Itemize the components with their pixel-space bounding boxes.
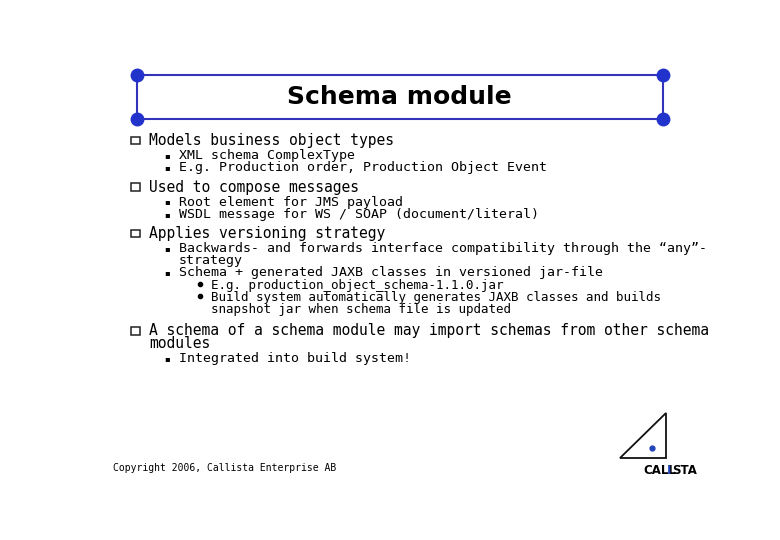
Text: E.g. Production order, Production Object Event: E.g. Production order, Production Object… — [179, 161, 547, 174]
Text: E.g. production_object_schema-1.1.0.jar: E.g. production_object_schema-1.1.0.jar — [211, 279, 504, 292]
Text: ▪: ▪ — [164, 268, 169, 277]
Text: CALL: CALL — [643, 464, 676, 477]
Text: Schema + generated JAXB classes in versioned jar-file: Schema + generated JAXB classes in versi… — [179, 266, 603, 279]
Text: modules: modules — [149, 336, 210, 351]
Text: ▪: ▪ — [164, 354, 169, 363]
Text: snapshot jar when schema file is updated: snapshot jar when schema file is updated — [211, 303, 511, 316]
Text: strategy: strategy — [179, 254, 243, 267]
Text: Applies versioning strategy: Applies versioning strategy — [149, 226, 385, 241]
Text: I: I — [667, 464, 672, 477]
Text: Copyright 2006, Callista Enterprise AB: Copyright 2006, Callista Enterprise AB — [112, 463, 336, 473]
Bar — [136, 75, 663, 119]
Text: ▪: ▪ — [164, 164, 169, 172]
Text: WSDL message for WS / SOAP (document/literal): WSDL message for WS / SOAP (document/lit… — [179, 208, 539, 221]
Text: Root element for JMS payload: Root element for JMS payload — [179, 195, 403, 208]
Text: ▪: ▪ — [164, 198, 169, 206]
Text: Integrated into build system!: Integrated into build system! — [179, 352, 411, 365]
Text: ▪: ▪ — [164, 244, 169, 253]
Text: ▪: ▪ — [164, 151, 169, 160]
Bar — [131, 230, 140, 237]
Bar — [131, 327, 140, 334]
Bar — [131, 137, 140, 144]
Text: Models business object types: Models business object types — [149, 133, 394, 148]
Bar — [131, 184, 140, 191]
Text: Build system automatically generates JAXB classes and builds: Build system automatically generates JAX… — [211, 291, 661, 304]
Text: XML schema ComplexType: XML schema ComplexType — [179, 149, 355, 162]
Text: Used to compose messages: Used to compose messages — [149, 179, 359, 194]
Polygon shape — [620, 413, 666, 458]
Text: STA: STA — [672, 464, 697, 477]
Text: Schema module: Schema module — [288, 85, 512, 109]
Text: Backwards- and forwards interface compatibility through the “any”-: Backwards- and forwards interface compat… — [179, 242, 707, 255]
Text: ▪: ▪ — [164, 210, 169, 219]
Text: A schema of a schema module may import schemas from other schema: A schema of a schema module may import s… — [149, 323, 709, 339]
